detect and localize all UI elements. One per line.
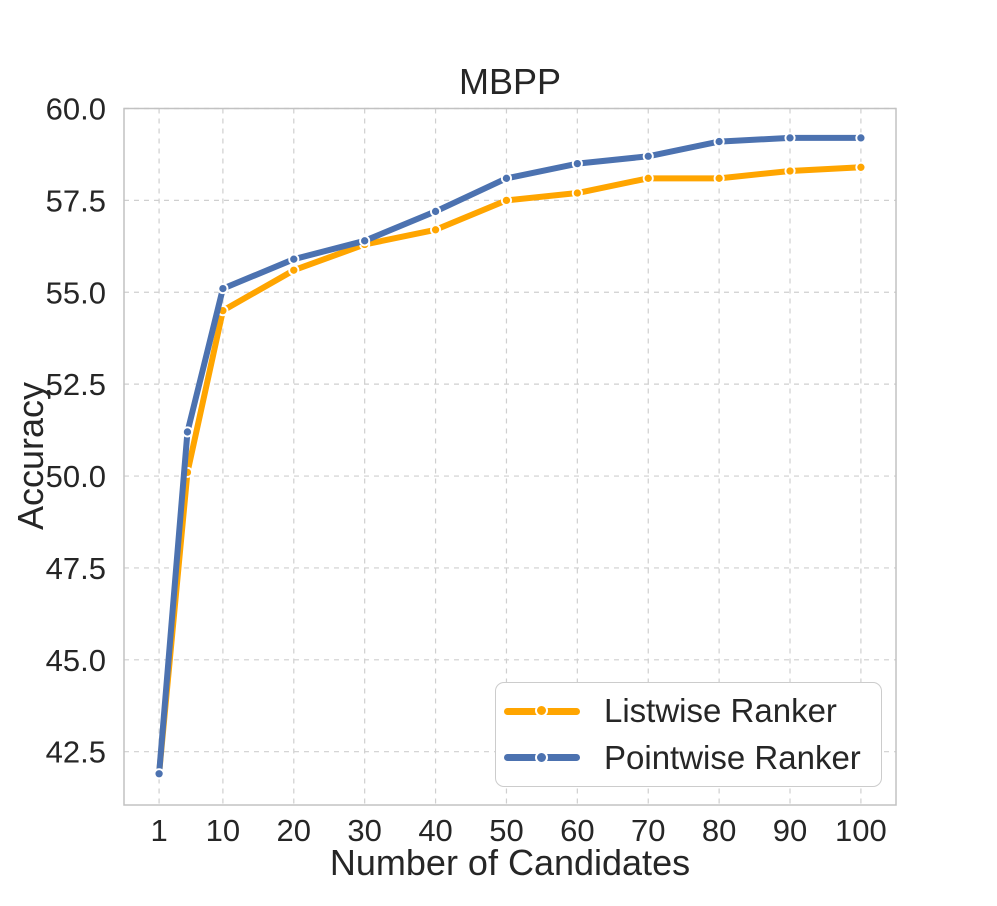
y-axis-label: Accuracy [10,381,51,531]
plot-border [123,107,897,806]
data-point-marker [181,426,193,438]
series-line-pointwise [156,134,864,777]
x-tick-label: 50 [489,813,523,848]
y-tick-label: 50.0 [46,459,106,494]
data-point-marker [430,205,442,217]
chart-title: MBPP [458,61,562,102]
x-tick-label: 90 [773,813,807,848]
data-point-marker [855,161,867,173]
y-tick-label: 60.0 [46,92,106,127]
x-tick-label: 100 [835,813,887,848]
data-point-marker [500,172,513,184]
circle-marker-icon [535,704,548,718]
legend: Listwise Ranker Pointwise Ranker [495,682,882,787]
data-point-marker [288,253,300,265]
y-tick-label: 55.0 [46,275,106,310]
x-tick-label: 80 [702,813,736,848]
x-tick-label: 10 [206,813,240,848]
data-point-marker [571,187,583,199]
legend-label-pointwise: Pointwise Ranker [604,738,861,776]
y-tick-label: 57.5 [46,183,106,218]
data-point-marker [430,224,442,236]
y-tick-label: 52.5 [46,367,106,402]
data-point-marker [855,132,867,144]
x-tick-label: 70 [631,813,665,848]
listwise-line-swatch [504,704,580,718]
circle-marker-icon [535,750,548,764]
data-point-marker [713,172,725,184]
legend-label-listwise: Listwise Ranker [604,692,837,730]
x-tick-label: 40 [418,813,452,848]
data-point-marker [642,172,654,184]
y-tick-label: 42.5 [46,735,106,770]
data-point-marker [153,768,165,780]
legend-item-listwise: Listwise Ranker [496,693,881,729]
legend-item-pointwise: Pointwise Ranker [496,738,881,776]
data-point-marker [713,136,725,148]
data-point-marker [217,283,229,295]
data-point-marker [359,235,371,247]
x-tick-label: 20 [277,813,311,848]
data-point-marker [288,264,300,276]
data-point-marker [642,150,654,162]
x-axis-label: Number of Candidates [329,842,691,883]
pointwise-line-swatch [504,750,580,765]
data-point-marker [784,165,796,177]
data-point-marker [784,132,796,144]
data-point-marker [571,158,583,170]
x-tick-label: 60 [560,813,594,848]
x-tick-label: 30 [347,813,381,848]
y-tick-label: 47.5 [46,551,106,586]
x-tick-label: 1 [150,813,167,848]
y-tick-label: 45.0 [46,643,106,678]
series-line-listwise [156,164,864,777]
data-point-marker [500,194,513,206]
